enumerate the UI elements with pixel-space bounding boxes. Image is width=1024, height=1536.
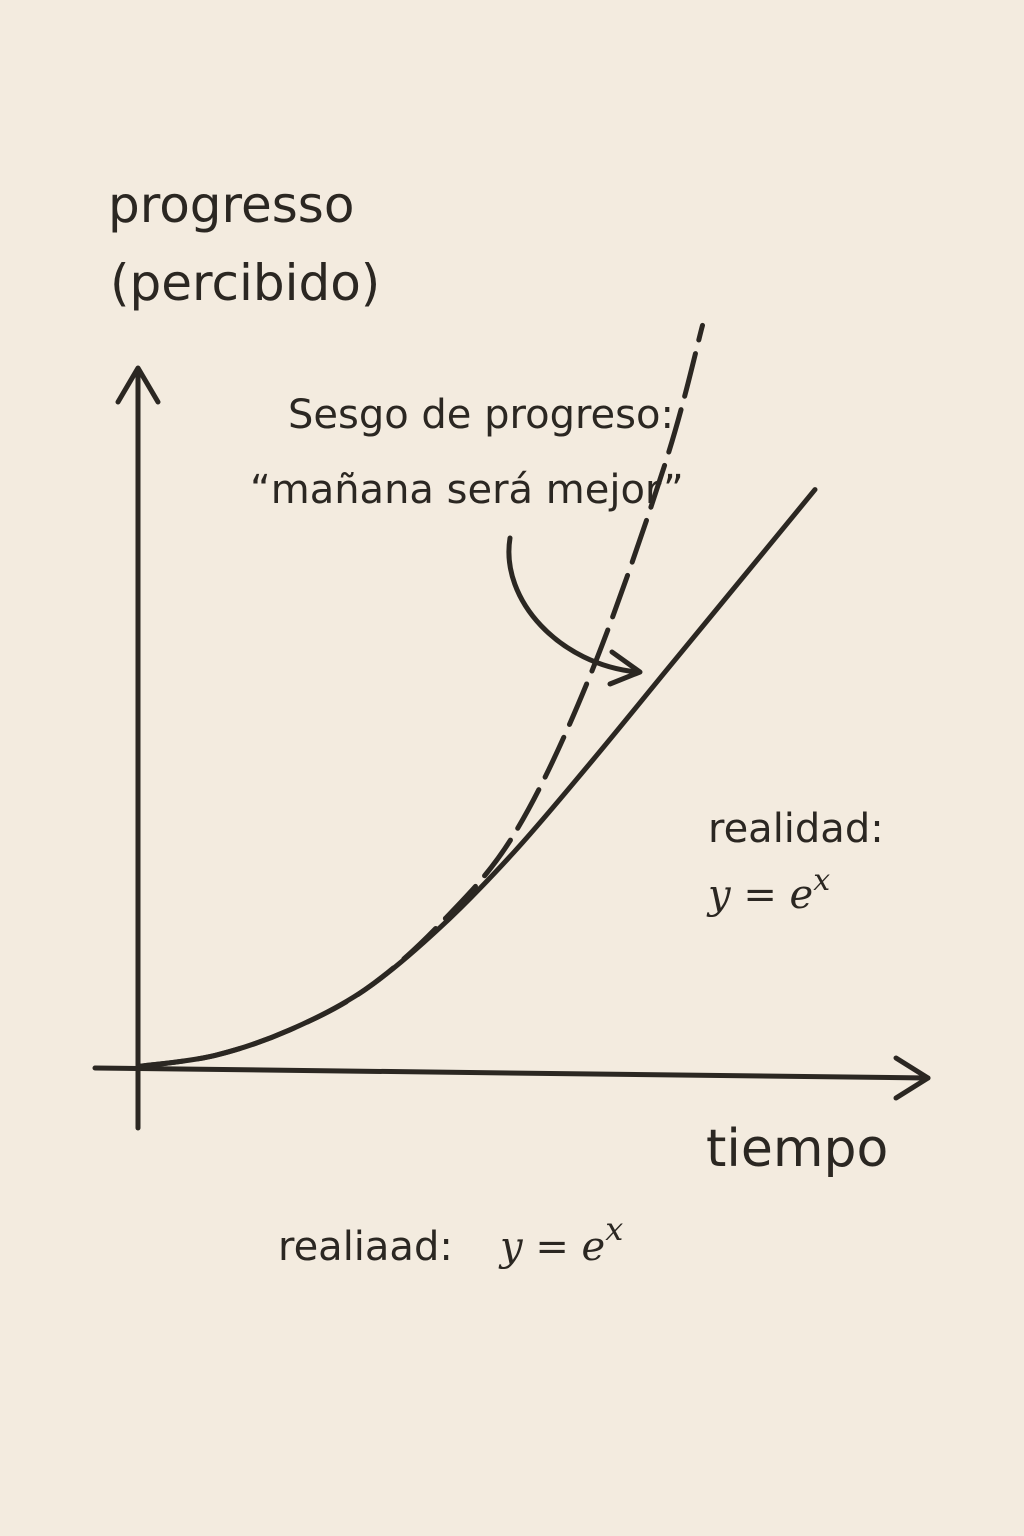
bottom-label-base: y = e bbox=[498, 1224, 605, 1270]
annotation-line2: “mañana será mejor” bbox=[250, 467, 684, 513]
bottom-label-text: realiaad: bbox=[278, 1224, 453, 1270]
annotation-arrow bbox=[506, 535, 641, 675]
axes bbox=[92, 365, 931, 1131]
y-axis-arrowhead bbox=[115, 365, 161, 405]
series-perceived-line bbox=[137, 322, 705, 1069]
x-axis-label: tiempo bbox=[706, 1119, 888, 1179]
annotation-line1: Sesgo de progreso: bbox=[288, 392, 674, 438]
bottom-label-exponent: x bbox=[605, 1210, 623, 1248]
x-axis-line bbox=[92, 1065, 931, 1081]
y-axis-label-line2: (percibido) bbox=[110, 254, 380, 312]
series-reality-line bbox=[137, 487, 818, 1069]
reality-label-line1: realidad: bbox=[708, 806, 884, 852]
x-axis-arrowhead bbox=[893, 1055, 931, 1101]
reality-label-formula: y = ex bbox=[706, 863, 830, 918]
y-axis-label-line1: progresso bbox=[108, 176, 354, 234]
reality-label-exponent: x bbox=[813, 863, 830, 898]
annotation-arrowhead bbox=[607, 649, 643, 687]
bottom-label-formula: y = ex bbox=[498, 1210, 623, 1270]
reality-label-base: y = e bbox=[706, 872, 813, 918]
